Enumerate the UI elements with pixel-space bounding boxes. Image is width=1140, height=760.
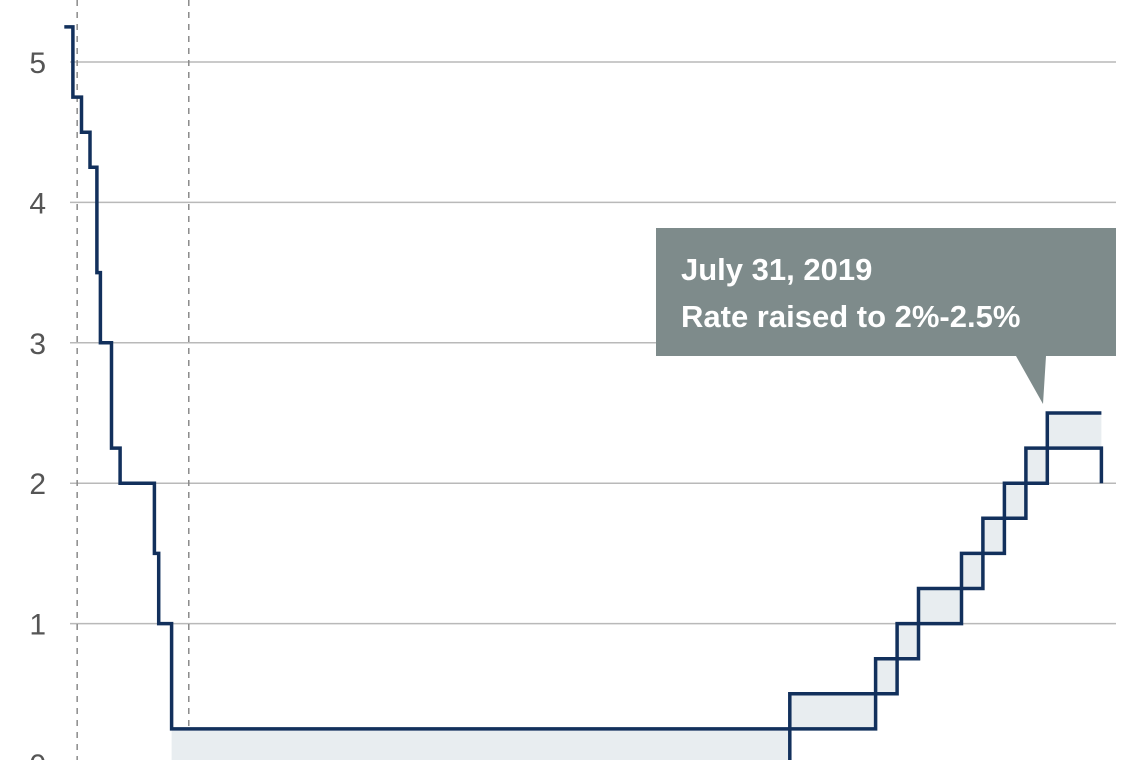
annotation-box bbox=[656, 228, 1116, 356]
upper-bound-line bbox=[64, 25, 1102, 731]
y-axis-ticks: 0 1 2 3 4 5 bbox=[29, 47, 46, 760]
y-tick-label-2: 2 bbox=[29, 468, 46, 501]
y-tick-label-5: 5 bbox=[29, 47, 46, 80]
y-tick-label-3: 3 bbox=[29, 328, 46, 361]
y-tick-label-0: 0 bbox=[29, 749, 46, 760]
annotation-callout: July 31, 2019 Rate raised to 2%-2.5% bbox=[656, 228, 1116, 404]
lower-bound-line bbox=[788, 446, 1104, 760]
annotation-text: Rate raised to 2%-2.5% bbox=[681, 299, 1020, 334]
y-tick-label-4: 4 bbox=[29, 187, 46, 220]
y-tick-label-1: 1 bbox=[29, 609, 46, 642]
grid-lines bbox=[70, 61, 1116, 625]
rate-lines bbox=[64, 25, 1104, 760]
annotation-date: July 31, 2019 bbox=[681, 252, 872, 287]
annotation-pointer bbox=[1016, 356, 1046, 404]
